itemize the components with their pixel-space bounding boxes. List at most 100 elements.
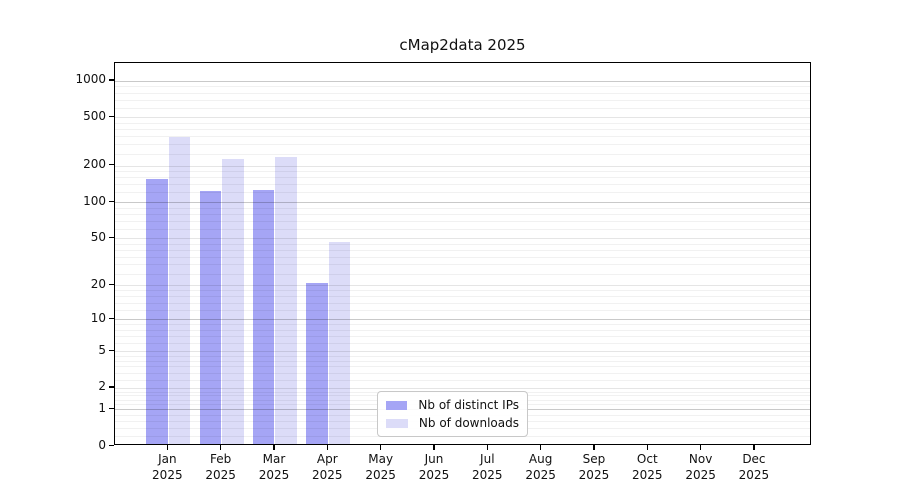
y-tick-label: 1 xyxy=(98,400,106,415)
y-tick-label: 0 xyxy=(98,437,106,452)
chart-bar-downloads xyxy=(222,158,244,444)
x-tick-label: May 2025 xyxy=(365,452,396,482)
x-tick-mark xyxy=(700,445,702,450)
grid-line-minor xyxy=(115,249,810,251)
grid-line-minor xyxy=(115,290,810,292)
grid-line-labeled xyxy=(115,387,810,389)
chart-title: cMap2data 2025 xyxy=(399,36,526,54)
grid-line-minor xyxy=(115,99,810,101)
grid-line-minor xyxy=(115,336,810,338)
y-tick-label: 500 xyxy=(83,108,106,123)
y-tick-mark xyxy=(109,407,114,410)
x-tick-mark xyxy=(273,445,275,450)
y-tick-label: 200 xyxy=(83,157,106,172)
chart-bar-downloads xyxy=(275,156,297,444)
grid-line-labeled xyxy=(115,351,810,353)
x-tick-label: Jun 2025 xyxy=(418,452,450,482)
grid-line-minor xyxy=(115,129,810,131)
x-tick-label: Dec 2025 xyxy=(738,452,770,482)
y-tick-mark xyxy=(109,200,114,202)
legend-label-downloads: Nb of downloads xyxy=(418,416,519,430)
x-tick-label: Jul 2025 xyxy=(472,452,503,482)
x-tick-label: Nov 2025 xyxy=(685,452,716,482)
grid-line-minor xyxy=(115,144,810,146)
y-tick-mark xyxy=(109,79,114,81)
grid-line-minor xyxy=(115,153,810,155)
grid-line-labeled xyxy=(115,165,810,167)
x-tick-label: Jan 2025 xyxy=(152,452,183,482)
y-tick-mark xyxy=(109,386,114,388)
grid-line-minor xyxy=(115,107,810,109)
y-tick-label: 1000 xyxy=(75,72,106,87)
legend-item-distinct-ips: Nb of distinct IPs xyxy=(386,398,519,412)
y-tick-label: 20 xyxy=(90,276,106,291)
x-tick-mark xyxy=(593,445,595,450)
y-tick-mark xyxy=(109,444,114,446)
grid-line-minor xyxy=(115,92,810,94)
grid-line-minor xyxy=(115,243,810,245)
grid-line-minor xyxy=(115,86,810,88)
x-tick-mark xyxy=(646,445,649,450)
grid-line-minor xyxy=(115,184,810,186)
y-tick-label: 2 xyxy=(98,379,106,394)
chart-bar-distinct-ips xyxy=(146,178,168,444)
x-tick-mark xyxy=(540,445,542,450)
grid-line-minor xyxy=(115,264,810,266)
grid-line-labeled xyxy=(115,285,810,287)
x-tick-mark xyxy=(326,445,329,450)
grid-line-minor xyxy=(115,360,810,362)
y-tick-mark xyxy=(109,349,114,352)
x-tick-mark xyxy=(433,445,435,450)
x-tick-label: Oct 2025 xyxy=(632,452,663,482)
grid-line-minor xyxy=(115,213,810,215)
grid-line-labeled xyxy=(115,117,810,119)
grid-line-major xyxy=(115,202,810,204)
y-tick-mark xyxy=(109,317,114,320)
x-tick-label: Aug 2025 xyxy=(525,452,556,482)
grid-line-minor xyxy=(115,220,810,222)
grid-line-minor xyxy=(115,122,810,124)
y-tick-label: 10 xyxy=(90,310,106,325)
x-tick-mark xyxy=(220,445,222,450)
grid-line-minor xyxy=(115,192,810,194)
grid-line-labeled xyxy=(115,238,810,240)
grid-line-minor xyxy=(115,256,810,258)
grid-line-minor xyxy=(115,324,810,326)
x-tick-label: Sep 2025 xyxy=(578,452,610,482)
grid-line-minor xyxy=(115,136,810,138)
y-tick-label: 50 xyxy=(90,229,106,244)
y-tick-label: 100 xyxy=(83,193,106,208)
grid-line-minor xyxy=(115,296,810,298)
legend: Nb of distinct IPs Nb of downloads xyxy=(377,391,528,437)
x-tick-label: Apr 2025 xyxy=(312,452,343,482)
legend-label-distinct-ips: Nb of distinct IPs xyxy=(418,398,519,412)
grid-line-minor xyxy=(115,273,810,275)
grid-line-minor xyxy=(115,343,810,345)
grid-line-major xyxy=(115,80,810,82)
grid-line-minor xyxy=(115,207,810,209)
grid-line-minor xyxy=(115,177,810,179)
grid-line-minor xyxy=(115,310,810,312)
x-tick-label: Mar 2025 xyxy=(258,452,290,482)
x-tick-label: Feb 2025 xyxy=(205,452,236,482)
chart-bar-downloads xyxy=(168,136,191,444)
y-tick-mark xyxy=(109,164,114,166)
x-tick-mark xyxy=(166,445,169,450)
y-tick-label: 5 xyxy=(98,342,106,357)
grid-line-minor xyxy=(115,228,810,230)
grid-line-minor xyxy=(115,366,810,368)
grid-line-major xyxy=(115,319,810,321)
x-tick-mark xyxy=(380,445,382,450)
y-tick-mark xyxy=(109,115,114,118)
plot-area xyxy=(114,62,811,445)
grid-line-minor xyxy=(115,372,810,374)
legend-swatch-downloads xyxy=(386,418,408,428)
legend-item-downloads: Nb of downloads xyxy=(386,416,519,430)
chart-bar-downloads xyxy=(328,241,351,444)
grid-line-minor xyxy=(115,302,810,304)
chart-bar-distinct-ips xyxy=(306,283,328,444)
chart-bar-distinct-ips xyxy=(252,189,275,444)
y-tick-mark xyxy=(109,236,114,238)
legend-swatch-distinct-ips xyxy=(386,400,408,410)
